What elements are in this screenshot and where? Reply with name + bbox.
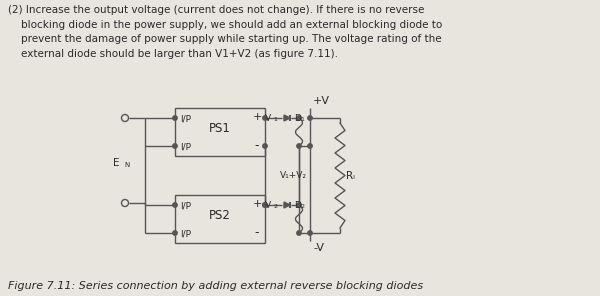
- Text: I/P: I/P: [180, 114, 191, 123]
- Text: Rₗ: Rₗ: [346, 170, 355, 181]
- Text: N: N: [124, 162, 129, 168]
- Circle shape: [263, 203, 267, 207]
- Text: (2) Increase the output voltage (current does not change). If there is no revers: (2) Increase the output voltage (current…: [8, 5, 424, 15]
- Circle shape: [173, 144, 177, 148]
- Circle shape: [263, 144, 267, 148]
- Text: -V: -V: [313, 243, 324, 253]
- Circle shape: [308, 231, 312, 235]
- Text: -: -: [255, 226, 259, 239]
- Text: 2: 2: [273, 204, 277, 209]
- Circle shape: [263, 116, 267, 120]
- Text: 1: 1: [301, 117, 304, 122]
- Text: I/P: I/P: [180, 201, 191, 210]
- Text: external diode should be larger than V1+V2 (as figure 7.11).: external diode should be larger than V1+…: [8, 49, 338, 59]
- Text: 1: 1: [273, 117, 277, 122]
- Circle shape: [297, 116, 301, 120]
- Text: blocking diode in the power supply, we should add an external blocking diode to: blocking diode in the power supply, we s…: [8, 20, 442, 30]
- Text: V: V: [265, 200, 271, 210]
- Text: +V: +V: [313, 96, 330, 106]
- Bar: [175, 195, 265, 243]
- Text: 2: 2: [301, 204, 305, 209]
- Text: V₁+V₂: V₁+V₂: [280, 171, 307, 180]
- Text: D: D: [294, 200, 301, 210]
- Circle shape: [308, 116, 312, 120]
- Circle shape: [173, 203, 177, 207]
- Text: -: -: [255, 139, 259, 152]
- Circle shape: [297, 203, 301, 207]
- Circle shape: [297, 231, 301, 235]
- Circle shape: [173, 116, 177, 120]
- Text: PS1: PS1: [209, 121, 231, 134]
- Text: E: E: [113, 157, 120, 168]
- Bar: [175, 108, 265, 156]
- Circle shape: [308, 144, 312, 148]
- Circle shape: [297, 144, 301, 148]
- Polygon shape: [284, 202, 290, 208]
- Circle shape: [263, 203, 267, 207]
- Circle shape: [173, 231, 177, 235]
- Text: D: D: [294, 113, 301, 123]
- Text: Figure 7.11: Series connection by adding external reverse blocking diodes: Figure 7.11: Series connection by adding…: [8, 281, 423, 291]
- Text: +: +: [253, 112, 262, 122]
- Text: PS2: PS2: [209, 208, 231, 221]
- Text: prevent the damage of power supply while starting up. The voltage rating of the: prevent the damage of power supply while…: [8, 34, 442, 44]
- Text: I/P: I/P: [180, 142, 191, 151]
- Text: I/P: I/P: [180, 229, 191, 238]
- Text: +: +: [253, 199, 262, 209]
- Text: V: V: [265, 113, 271, 123]
- Polygon shape: [284, 115, 290, 121]
